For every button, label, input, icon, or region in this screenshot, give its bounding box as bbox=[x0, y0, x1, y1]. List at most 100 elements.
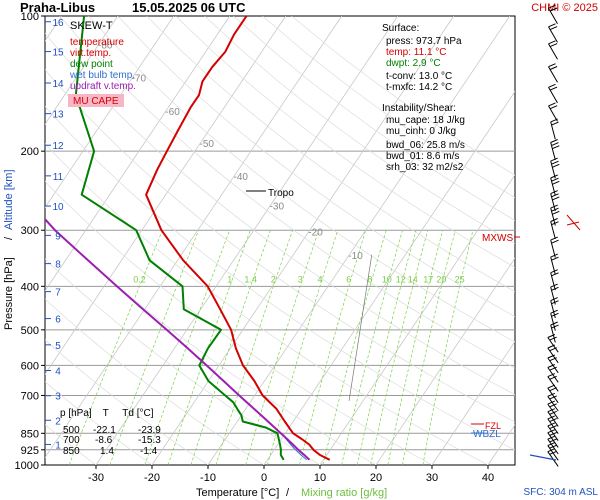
legend-dew-point: dew point bbox=[70, 59, 113, 70]
mixing-ratio-line bbox=[322, 230, 387, 465]
isotherm-line bbox=[45, 16, 287, 375]
bwd06-value: bwd_06: 25.8 m/s bbox=[386, 140, 465, 151]
wind-barb-flag bbox=[552, 210, 560, 215]
wind-barb-flag bbox=[552, 180, 560, 185]
mixing-ratio-line bbox=[370, 230, 429, 465]
mixing-ratio-label: 1 bbox=[227, 274, 232, 284]
mu-cape-label: MU CAPE bbox=[73, 96, 119, 107]
dry-adiabat bbox=[117, 16, 515, 318]
mixing-ratio-line bbox=[144, 230, 231, 465]
isotherm-label: -20 bbox=[308, 227, 323, 238]
wind-barb-flag bbox=[550, 118, 558, 123]
mu-cinh-value: mu_cinh: 0 J/kg bbox=[386, 126, 456, 137]
wind-barb-flag bbox=[547, 429, 555, 434]
wind-barb-flag bbox=[551, 286, 559, 291]
isotherm-line bbox=[431, 340, 515, 465]
table-row-td: -1.4 bbox=[140, 446, 158, 457]
wind-barb-flag bbox=[547, 364, 555, 368]
table-row-t: -22.1 bbox=[93, 425, 116, 436]
wind-barb bbox=[548, 23, 558, 43]
wind-barb-flag bbox=[549, 425, 557, 430]
isotherm-label: -30 bbox=[270, 202, 285, 213]
wind-barb-staff bbox=[547, 376, 559, 392]
wind-barb-flag bbox=[549, 450, 557, 455]
wind-barb-staff bbox=[547, 425, 559, 441]
wind-barb-flag bbox=[550, 236, 558, 241]
mixing-ratio-label: 17 bbox=[423, 274, 433, 284]
wind-barb-flag bbox=[549, 403, 557, 408]
wind-barb-flag bbox=[552, 163, 560, 168]
credit-text: CHMI © 2025 bbox=[531, 2, 598, 14]
surface-dwpt: dwpt: 2.9 °C bbox=[386, 58, 441, 69]
legend-wet-bulb: wet bulb temp. bbox=[69, 70, 135, 81]
altitude-label: 10 bbox=[52, 202, 64, 213]
wind-barb bbox=[550, 269, 559, 291]
wind-barb bbox=[550, 204, 560, 226]
levels-table: p [hPa] T Td [°C] 500 -22.1 -23.9 700 -8… bbox=[60, 408, 161, 457]
table-row-t: -8.6 bbox=[95, 435, 113, 446]
altitude-axis-title: Altitude [km] bbox=[3, 169, 15, 230]
wind-barb-flag bbox=[547, 435, 555, 440]
wind-barb-flag bbox=[550, 139, 558, 143]
dry-adiabat bbox=[146, 16, 515, 293]
wind-barb-staff bbox=[547, 403, 559, 420]
table-row-p: 850 bbox=[63, 446, 80, 457]
wind-barb-flag bbox=[549, 43, 558, 48]
wind-barb-flag bbox=[547, 408, 555, 413]
mu-cape-value: mu_cape: 18 J/kg bbox=[386, 115, 465, 126]
y-axis-label: 600 bbox=[21, 360, 39, 372]
wind-barb bbox=[547, 415, 559, 434]
surface-tconv: t-conv: 13.0 °C bbox=[386, 71, 452, 82]
dry-adiabat bbox=[45, 69, 515, 423]
altitude-label: 9 bbox=[55, 231, 61, 242]
wind-barb bbox=[550, 218, 559, 240]
station-title: Praha-Libus bbox=[20, 0, 95, 15]
legend-temperature: temperature bbox=[70, 37, 124, 48]
wind-barb-flag bbox=[551, 221, 559, 226]
wind-barb-flag bbox=[547, 384, 555, 389]
legend-updraft: updraft v.temp. bbox=[70, 81, 136, 92]
legend: SKEW-T temperature virt.temp. dew point … bbox=[68, 20, 136, 107]
surface-temp: temp: 11.1 °C bbox=[386, 47, 447, 58]
wind-barb-flag bbox=[550, 218, 558, 222]
wind-barb bbox=[550, 309, 559, 331]
srh03-value: srh_03: 32 m2/s2 bbox=[386, 162, 464, 173]
wind-barb-flag bbox=[550, 204, 558, 209]
wind-barb-flag bbox=[550, 253, 558, 258]
y-axis-title: Pressure [hPa] bbox=[3, 257, 15, 330]
dry-adiabat bbox=[45, 180, 433, 465]
isotherm-line bbox=[45, 16, 119, 125]
wind-barb-staff bbox=[547, 418, 559, 434]
wind-barb-flag bbox=[551, 272, 559, 277]
altitude-label: 15 bbox=[52, 48, 64, 59]
wind-barb-flag bbox=[550, 321, 558, 326]
dewpoint-line bbox=[74, 16, 285, 461]
wind-barb-staff bbox=[548, 105, 558, 122]
datetime-title: 15.05.2025 06 UTC bbox=[132, 0, 246, 15]
y-axis-label: 850 bbox=[21, 428, 39, 440]
wind-barb-flag bbox=[549, 431, 557, 436]
wind-barb-flag bbox=[547, 344, 555, 349]
isotherm-label: -50 bbox=[200, 139, 215, 150]
mixing-ratio-line bbox=[190, 230, 271, 465]
bwd01-value: bwd_01: 8.6 m/s bbox=[386, 151, 459, 162]
wind-barb-flag bbox=[547, 334, 555, 338]
mixing-ratio-line bbox=[215, 230, 293, 465]
table-header: p [hPa] T Td [°C] bbox=[60, 408, 154, 419]
wind-barb-staff bbox=[547, 396, 559, 412]
wbzl-label: WBZL bbox=[473, 429, 501, 440]
wind-barb-flag bbox=[547, 422, 555, 427]
wind-barb-flag bbox=[548, 40, 556, 45]
surface-tmxfc: t-mxfc: 14.2 °C bbox=[386, 82, 452, 93]
wind-barb-flag bbox=[550, 190, 558, 195]
dry-adiabat bbox=[233, 16, 515, 221]
mixing-ratio-label: 2 bbox=[271, 274, 276, 284]
y-axis-label: 1000 bbox=[15, 460, 39, 472]
wind-barb-flag bbox=[550, 174, 558, 179]
wind-barb-flag bbox=[550, 283, 558, 288]
mixing-ratio-line bbox=[167, 230, 251, 465]
mixing-ratio-label: 8 bbox=[367, 274, 372, 284]
mixing-ratio-line bbox=[422, 230, 474, 465]
axis-layer: 1002003004005006007008509251000123456789… bbox=[15, 11, 495, 484]
reference-diagonal bbox=[348, 254, 373, 401]
